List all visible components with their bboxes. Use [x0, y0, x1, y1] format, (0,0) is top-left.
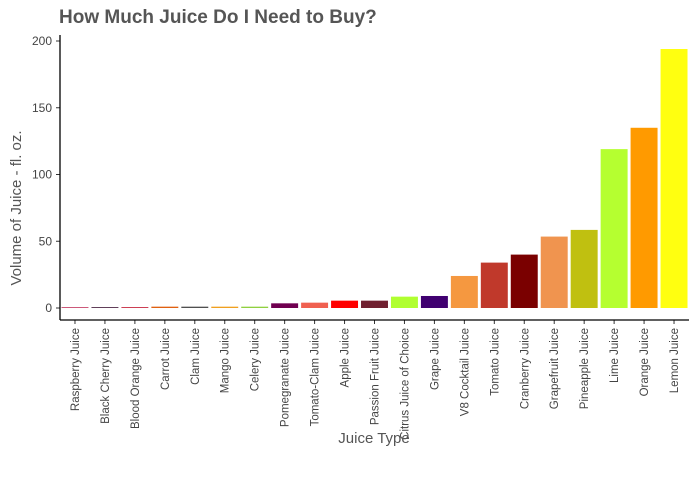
bar-raspberry-juice [61, 307, 89, 308]
y-axis-label: Volume of Juice - fl. oz. [8, 130, 25, 285]
x-tick-label: Pineapple Juice [579, 328, 591, 409]
chart-title: How Much Juice Do I Need to Buy? [59, 7, 377, 28]
bar-carrot-juice [151, 306, 179, 308]
bars-group [61, 49, 688, 308]
bar-passion-fruit-juice [361, 300, 388, 308]
x-tick-label: Raspberry Juice [70, 328, 82, 411]
bar-cranberry-juice [510, 254, 538, 308]
x-tick-label: Carrot Juice [160, 328, 172, 390]
x-tick-label: Cranberry Juice [519, 328, 531, 409]
x-tick-label: Citrus Juice of Choice [399, 328, 411, 440]
x-tick-label: Tomato-Clam Juice [310, 328, 322, 426]
x-tick-label: Celery Juice [250, 328, 262, 391]
bar-lime-juice [600, 149, 628, 308]
bar-citrus-juice-of-choice [390, 296, 418, 308]
y-axis-ticks: 0 50 100 150 200 [32, 34, 60, 315]
bar-grape-juice [420, 295, 448, 308]
x-axis-label: Juice Type [338, 430, 409, 447]
x-tick-label: Pomegranate Juice [280, 328, 292, 427]
y-tick-label: 100 [32, 168, 52, 182]
x-tick-label: Passion Fruit Juice [370, 328, 382, 425]
bar-pomegranate-juice [271, 303, 299, 308]
x-tick-label: Blood Orange Juice [130, 328, 142, 429]
x-tick-label: Lime Juice [609, 328, 621, 383]
bar-v8-cocktail-juice [450, 275, 478, 308]
x-tick-label: Clam Juice [190, 328, 202, 385]
x-tick-label: Apple Juice [340, 328, 352, 387]
bar-celery-juice [241, 306, 269, 308]
bar-orange-juice [630, 127, 658, 308]
bar-clam-juice [181, 306, 209, 308]
x-tick-label: Lemon Juice [669, 328, 681, 393]
bar-apple-juice [331, 300, 359, 308]
x-tick-label: V8 Cocktail Juice [459, 328, 471, 416]
y-tick-label: 0 [45, 301, 52, 315]
bar-blood-orange-juice [121, 307, 149, 308]
y-tick-label: 200 [32, 34, 52, 48]
x-tick-label: Grapefruit Juice [549, 328, 561, 409]
bar-mango-juice [211, 306, 239, 308]
x-tick-label: Tomato Juice [489, 328, 501, 396]
x-tick-label: Black Cherry Juice [100, 328, 112, 424]
bar-black-cherry-juice [91, 307, 119, 308]
x-axis-ticks: Raspberry Juice Black Cherry Juice Blood O… [70, 320, 681, 440]
y-tick-label: 150 [32, 101, 52, 115]
x-tick-label: Mango Juice [220, 328, 232, 393]
x-tick-label: Orange Juice [639, 328, 651, 396]
bar-pineapple-juice [570, 229, 598, 308]
bar-tomato-juice [480, 262, 508, 308]
y-tick-label: 50 [39, 234, 53, 248]
bar-lemon-juice [660, 49, 688, 308]
bar-tomato-clam-juice [301, 302, 329, 308]
x-tick-label: Grape Juice [429, 328, 441, 390]
bar-grapefruit-juice [540, 236, 568, 308]
